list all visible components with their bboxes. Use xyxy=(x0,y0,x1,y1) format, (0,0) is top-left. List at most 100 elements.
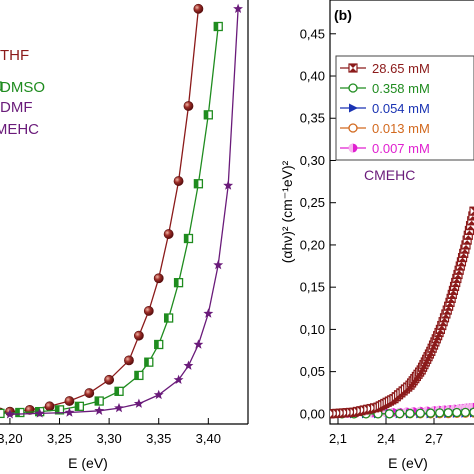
data-point-thf xyxy=(124,355,134,366)
data-point-dmf xyxy=(203,308,214,318)
data-point-thf xyxy=(163,229,174,239)
data-point-0-358-mm xyxy=(435,408,445,418)
data-point-thf xyxy=(44,401,55,412)
legend-label-0-054-mm: 0.054 mM xyxy=(372,101,430,116)
legend-label-dmso: DMSO xyxy=(0,79,45,96)
panel-a: 3,20 3,25 3,30 3,35 3,40 E (eV) THF DMSO DMF… xyxy=(0,0,249,471)
data-point-dmso xyxy=(94,396,104,406)
y-tick-label: 0,00 xyxy=(300,406,325,421)
data-point-0-358-mm xyxy=(395,408,405,419)
data-point-dmf xyxy=(94,405,105,415)
data-point-dmso xyxy=(74,401,85,411)
y-tick-label: 0,30 xyxy=(300,153,325,168)
data-point-0-358-mm xyxy=(469,407,474,417)
series-line-28-65-mm xyxy=(330,211,474,415)
data-point-28-65-mm xyxy=(469,206,474,216)
panel-a-x-ticks: 3,20 3,25 3,30 3,35 3,40 xyxy=(0,418,221,446)
data-point-0-358-mm xyxy=(425,408,436,418)
data-point-0-358-mm xyxy=(405,408,415,419)
panel-b: (b) 0,00 0,05 0,10 0,15 0,20 0,25 0,30 0,35 0,40… xyxy=(279,0,474,471)
data-point-dmf xyxy=(223,180,234,190)
data-point-dmf xyxy=(153,389,164,400)
data-point-dmso xyxy=(144,357,154,367)
x-tick-label: 3,30 xyxy=(96,431,121,446)
data-point-dmf xyxy=(183,360,194,370)
data-point-dmso xyxy=(163,313,174,323)
data-point-thf xyxy=(64,396,75,406)
data-point-dmso xyxy=(183,233,194,244)
y-tick-label: 0,40 xyxy=(300,69,325,84)
x-tick-label: 3,40 xyxy=(196,431,221,446)
data-point-thf xyxy=(173,176,184,186)
panel-b-legend: 28.65 mM 0.358 mM 0.054 mM 0.013 mM 0.007 mM xyxy=(335,55,474,161)
data-point-dmso xyxy=(154,339,164,350)
data-point-dmso xyxy=(0,408,5,419)
panel-a-xlabel: E (eV) xyxy=(68,455,108,471)
panel-b-plot xyxy=(330,206,474,419)
x-tick-label: 2,7 xyxy=(425,431,443,446)
panel-b-xlabel: E (eV) xyxy=(388,455,428,471)
legend-marker-28-65-mm xyxy=(348,63,358,73)
data-point-dmso xyxy=(54,405,65,415)
data-point-dmf xyxy=(193,339,204,349)
data-point-dmf xyxy=(213,259,224,270)
data-point-dmf xyxy=(34,408,45,418)
legend-label-28-65-mm: 28.65 mM xyxy=(372,61,430,76)
panel-a-annotation: CMEHC xyxy=(0,121,39,138)
y-tick-label: 0,10 xyxy=(300,322,325,337)
y-tick-label: 0,15 xyxy=(300,280,325,295)
panel-b-y-ticks: 0,00 0,05 0,10 0,15 0,20 0,25 0,30 0,35 0,40 0,45 xyxy=(300,26,336,421)
data-point-thf xyxy=(193,3,204,14)
panel-a-legend: THF DMSO DMF CMEHC xyxy=(0,47,45,138)
data-point-dmso xyxy=(15,407,25,418)
data-point-dmso xyxy=(203,110,213,120)
legend-label-0-007-mm: 0.007 mM xyxy=(372,141,430,156)
legend-marker-0-358-mm xyxy=(348,83,358,93)
panel-b-annotation: CMEHC xyxy=(364,167,415,183)
data-point-0-358-mm xyxy=(384,409,395,419)
panel-b-x-ticks: 2,1 2,4 2,7 xyxy=(329,418,443,446)
legend-marker-0-007-mm xyxy=(348,143,358,153)
x-tick-label: 2,4 xyxy=(377,431,395,446)
data-point-dmf xyxy=(114,402,124,413)
y-tick-label: 0,45 xyxy=(300,26,325,41)
data-point-thf xyxy=(183,101,194,111)
y-tick-label: 0,20 xyxy=(300,237,325,252)
series-line-thf xyxy=(0,8,200,414)
panel-b-frame xyxy=(329,0,474,425)
data-point-dmf xyxy=(173,374,184,384)
series-line-dmf xyxy=(9,8,239,415)
data-point-thf xyxy=(153,273,164,284)
legend-label-0-013-mm: 0.013 mM xyxy=(372,121,430,136)
y-tick-label: 0,05 xyxy=(300,364,325,379)
data-point-dmso xyxy=(134,370,144,381)
legend-marker-0-013-mm xyxy=(348,123,358,133)
data-point-thf xyxy=(143,306,154,316)
x-tick-label: 3,35 xyxy=(146,431,171,446)
legend-label-thf: THF xyxy=(0,47,29,64)
data-point-thf xyxy=(104,374,115,385)
data-point-dmf xyxy=(5,409,15,419)
data-point-0-358-mm xyxy=(443,408,453,418)
legend-marker-dmso xyxy=(0,81,2,91)
data-point-dmso xyxy=(193,179,204,189)
data-point-dmso xyxy=(114,386,124,396)
x-tick-label: 3,20 xyxy=(0,431,23,446)
data-point-dmso xyxy=(173,278,184,288)
legend-label-0-358-mm: 0.358 mM xyxy=(372,81,430,96)
data-point-0-358-mm xyxy=(460,407,471,418)
data-point-dmf xyxy=(233,3,243,13)
panel-a-plot xyxy=(0,3,243,419)
x-tick-label: 3,25 xyxy=(47,431,72,446)
panel-b-label: (b) xyxy=(334,7,352,23)
legend-label-dmf: DMF xyxy=(0,99,33,116)
x-tick-label: 2,1 xyxy=(329,431,347,446)
data-point-dmf xyxy=(64,407,75,417)
y-tick-label: 0,35 xyxy=(300,111,325,126)
data-point-dmso xyxy=(213,21,223,32)
data-point-0-358-mm xyxy=(452,407,462,418)
series-line-dmso xyxy=(0,26,219,415)
legend-marker-0-054-mm xyxy=(349,103,358,113)
data-point-thf xyxy=(133,330,144,341)
